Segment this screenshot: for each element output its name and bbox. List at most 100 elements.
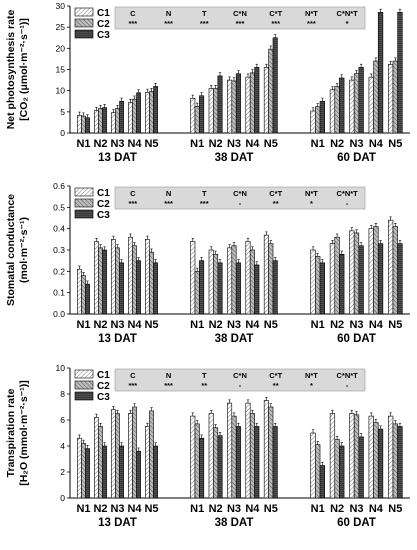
- y-tick-label: 0.3: [53, 245, 65, 255]
- category-label: N5: [144, 138, 158, 150]
- stats-value: ***: [271, 19, 280, 28]
- bar-13-dat-n4-c3: [136, 450, 141, 499]
- bar-13-dat-n5-c3: [153, 262, 158, 315]
- category-label: N1: [76, 503, 90, 515]
- bar-60-dat-n5-c1: [388, 64, 394, 134]
- bar-13-dat-n3-c1: [111, 239, 116, 315]
- bar-60-dat-n5-c2: [392, 423, 398, 499]
- category-label: N3: [349, 503, 363, 515]
- stats-box: [114, 186, 366, 210]
- y-tick-label: 0.2: [53, 266, 65, 276]
- bar-60-dat-n2-c3: [339, 77, 345, 134]
- stats-value: -: [346, 381, 349, 390]
- bar-38-dat-n3-c3: [235, 262, 241, 315]
- bar-60-dat-n5-c2: [392, 60, 398, 134]
- bar-38-dat-n5-c1: [263, 67, 269, 134]
- category-label: N2: [330, 138, 344, 150]
- category-label: N5: [264, 138, 278, 150]
- group-label: 38 DAT: [215, 152, 254, 164]
- category-label: N1: [311, 319, 325, 331]
- y-tick-label: 8: [60, 389, 65, 399]
- category-label: N3: [110, 138, 124, 150]
- category-label: N5: [264, 503, 278, 515]
- bar-13-dat-n2-c2: [98, 426, 103, 499]
- bar-60-dat-n1-c2: [315, 444, 321, 499]
- y-tick-label: 10: [56, 86, 66, 96]
- stats-value: -: [346, 199, 349, 208]
- category-label: N5: [144, 319, 158, 331]
- group-label: 38 DAT: [215, 333, 254, 345]
- bar-60-dat-n4-c1: [368, 228, 374, 315]
- legend-swatch-c1: [74, 369, 94, 379]
- stats-header: N: [166, 371, 171, 380]
- stats-header: T: [202, 9, 207, 18]
- bar-38-dat-n2-c3: [217, 75, 223, 134]
- stats-value: *: [310, 381, 313, 390]
- bar-38-dat-n1-c2: [194, 423, 200, 499]
- bar-38-dat-n2-c1: [208, 413, 214, 499]
- category-label: N4: [245, 503, 260, 515]
- legend-label-c3: C3: [97, 392, 110, 403]
- category-label: N1: [76, 138, 90, 150]
- stats-value: ***: [128, 199, 137, 208]
- bar-38-dat-n4-c3: [254, 67, 260, 134]
- stats-value: ***: [128, 381, 137, 390]
- legend-label-c3: C3: [97, 30, 110, 41]
- stats-header: C*T: [269, 371, 282, 380]
- legend-label-c1: C1: [97, 370, 110, 381]
- category-label: N2: [93, 503, 107, 515]
- category-label: N3: [110, 319, 124, 331]
- category-label: N4: [127, 138, 142, 150]
- bar-60-dat-n4-c3: [377, 12, 384, 134]
- stats-value: **: [273, 199, 279, 208]
- stats-header: T: [202, 189, 207, 198]
- stats-header: C*N: [233, 371, 247, 380]
- bar-38-dat-n5-c2: [268, 243, 274, 315]
- bar-38-dat-n3-c1: [227, 79, 233, 134]
- bar-60-dat-n4-c2: [373, 60, 379, 134]
- category-label: N4: [369, 138, 384, 150]
- bar-38-dat-n1-c1: [190, 241, 196, 315]
- bar-13-dat-n2-c3: [102, 445, 107, 499]
- stats-value: ***: [200, 19, 209, 28]
- category-label: N1: [311, 138, 325, 150]
- category-label: N4: [245, 319, 260, 331]
- bar-60-dat-n4-c2: [373, 226, 379, 315]
- bar-13-dat-n5-c2: [149, 251, 154, 315]
- bar-38-dat-n2-c3: [217, 435, 223, 499]
- bar-60-dat-n5-c3: [397, 243, 403, 315]
- bar-38-dat-n2-c1: [208, 88, 214, 134]
- y-axis-label-units: (mol·m⁻²·s⁻¹): [18, 217, 30, 283]
- legend-label-c2: C2: [97, 381, 110, 392]
- y-axis-label: Net photosynthesis rate: [5, 10, 17, 130]
- stats-header: C: [130, 189, 136, 198]
- stats-header: C*N: [233, 9, 247, 18]
- y-tick-label: 0.5: [53, 202, 65, 212]
- y-axis-label: Stomatal conductance: [5, 194, 17, 306]
- stats-header: T: [202, 371, 207, 380]
- category-label: N4: [127, 503, 142, 515]
- y-tick-label: 2: [60, 467, 65, 477]
- stats-header: N*T: [305, 189, 318, 198]
- bar-60-dat-n3-c2: [353, 73, 360, 134]
- category-label: N1: [76, 319, 90, 331]
- bar-13-dat-n1-c3: [85, 117, 90, 134]
- stats-box: [114, 6, 366, 30]
- group-label: 60 DAT: [337, 517, 376, 529]
- bar-13-dat-n4-c3: [136, 260, 141, 315]
- category-label: N4: [245, 138, 260, 150]
- y-tick-label: 0.4: [53, 224, 65, 234]
- legend-swatch-c1: [74, 187, 94, 197]
- bar-38-dat-n3-c2: [231, 415, 237, 499]
- y-tick-label: 4: [60, 441, 65, 451]
- category-label: N2: [93, 138, 107, 150]
- bar-13-dat-n1-c2: [81, 275, 86, 315]
- bar-60-dat-n5-c2: [392, 226, 398, 315]
- bar-60-dat-n2-c3: [339, 253, 345, 315]
- bar-13-dat-n1-c1: [77, 268, 82, 315]
- stats-value: *: [346, 19, 349, 28]
- bar-38-dat-n3-c2: [231, 245, 237, 315]
- bar-38-dat-n2-c1: [208, 249, 214, 315]
- bar-38-dat-n4-c1: [245, 402, 251, 499]
- y-tick-label: 15: [56, 65, 66, 75]
